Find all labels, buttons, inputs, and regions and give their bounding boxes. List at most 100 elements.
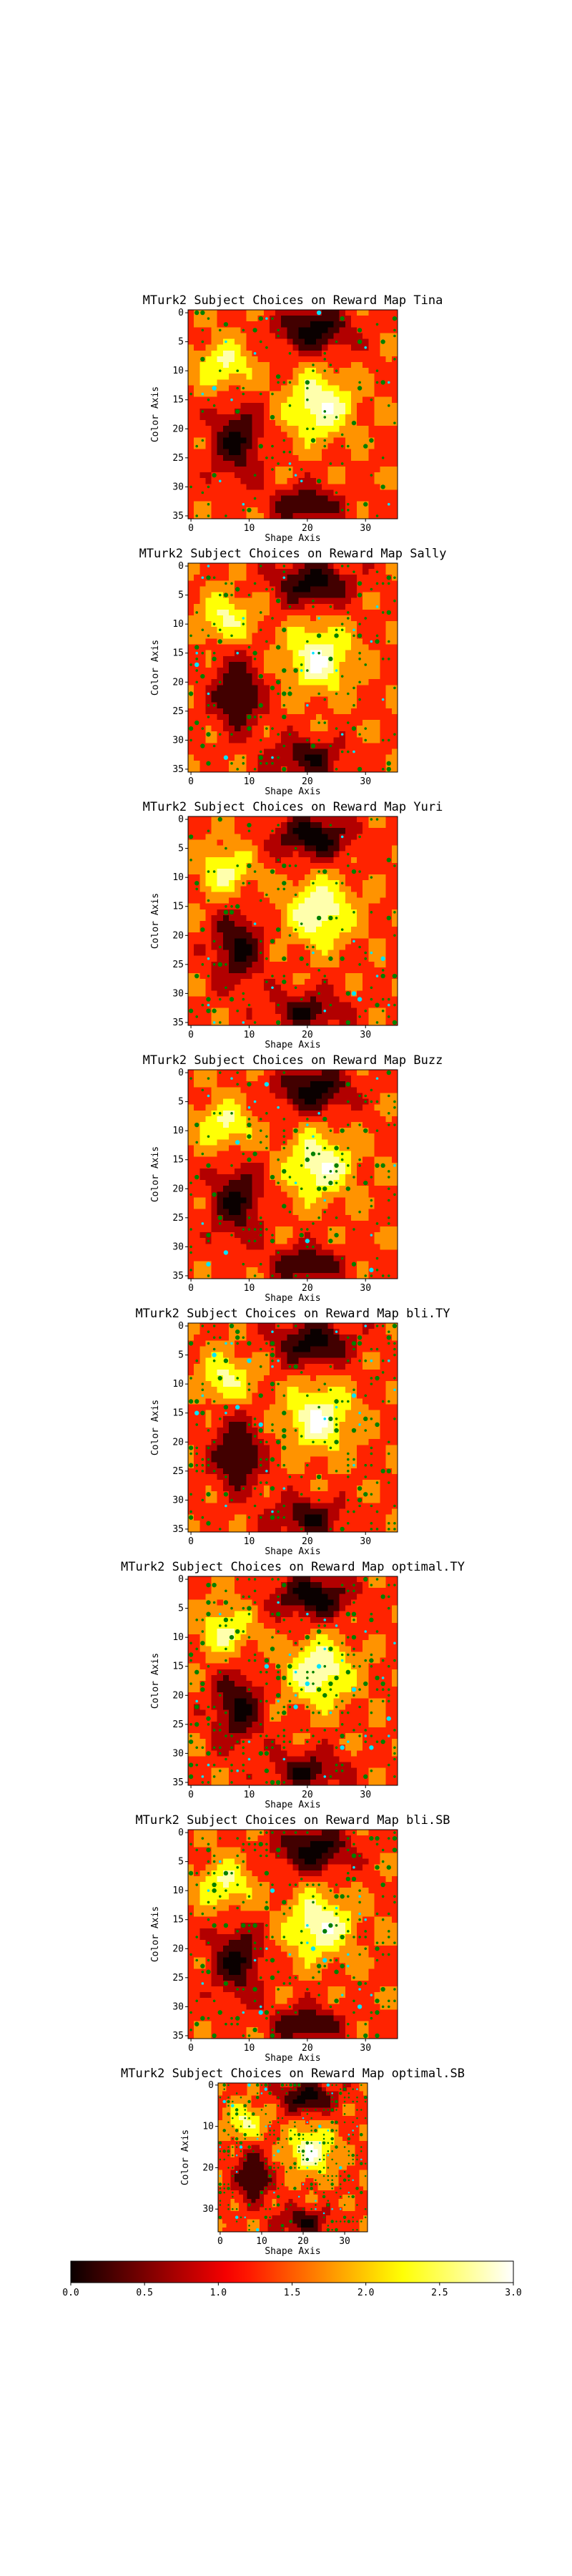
heatmap-cell <box>235 691 241 697</box>
heatmap-cell <box>374 851 380 858</box>
heatmap-cell <box>199 321 206 328</box>
heatmap-cell <box>385 1133 393 1140</box>
heatmap-cell <box>327 1087 334 1093</box>
choice-marker <box>300 479 303 483</box>
heatmap-cell <box>275 512 282 519</box>
heatmap-cell <box>316 621 322 628</box>
heatmap-cell <box>199 563 206 570</box>
choice-marker <box>294 893 297 897</box>
heatmap-cell <box>339 454 346 462</box>
heatmap-cell <box>194 869 200 875</box>
heatmap-cell <box>316 828 322 834</box>
heatmap-cell <box>391 344 398 351</box>
heatmap-cell <box>310 1104 317 1111</box>
heatmap-cell <box>194 1098 200 1105</box>
heatmap-cell <box>357 713 363 721</box>
heatmap-cell <box>316 903 322 910</box>
heatmap-cell <box>385 472 393 479</box>
heatmap-cell <box>287 708 293 715</box>
heatmap-cell <box>374 586 380 592</box>
heatmap-cell <box>333 938 340 945</box>
heatmap-cell <box>269 420 276 426</box>
heatmap-cell <box>357 1116 363 1123</box>
heatmap-cell <box>211 1013 217 1020</box>
heatmap-cell <box>298 892 305 898</box>
heatmap-cell <box>368 338 375 345</box>
heatmap-cell <box>385 932 393 939</box>
heatmap-cell <box>339 661 346 668</box>
heatmap-cell <box>380 362 387 369</box>
heatmap-cell <box>194 857 200 864</box>
heatmap-cell <box>287 661 293 668</box>
heatmap-cell <box>257 1145 265 1151</box>
heatmap-cell <box>298 563 305 570</box>
heatmap-cell <box>368 460 375 467</box>
heatmap-cell <box>252 569 258 575</box>
heatmap-cell <box>211 1116 217 1123</box>
heatmap-cell <box>228 338 235 345</box>
heatmap-cell <box>205 495 212 502</box>
heatmap-cell <box>357 816 363 823</box>
heatmap-cell <box>298 592 305 598</box>
heatmap-cell <box>257 857 265 864</box>
heatmap-cell <box>292 385 299 391</box>
choice-marker <box>282 766 287 772</box>
heatmap-cell <box>228 1081 235 1088</box>
heatmap-cell <box>211 886 217 892</box>
heatmap-cell <box>327 609 334 616</box>
heatmap-cell <box>345 1002 352 1008</box>
heatmap-cell <box>263 914 270 922</box>
heatmap-cell <box>310 708 317 715</box>
heatmap-cell <box>292 996 299 1002</box>
heatmap-cell <box>269 507 276 514</box>
heatmap-cell <box>188 512 194 519</box>
heatmap-cell <box>350 1008 358 1015</box>
heatmap-cell <box>252 484 258 490</box>
heatmap-cell <box>287 726 293 732</box>
choice-marker <box>253 922 257 925</box>
heatmap-cell <box>322 638 328 645</box>
heatmap-cell <box>345 903 352 910</box>
choice-marker <box>364 617 368 620</box>
heatmap-cell <box>298 679 305 686</box>
choice-marker <box>351 420 357 426</box>
heatmap-cell <box>385 1075 393 1082</box>
choice-marker <box>351 869 357 874</box>
heatmap-cell <box>252 501 258 508</box>
heatmap-cell <box>275 467 282 473</box>
heatmap-cell <box>240 955 247 962</box>
heatmap-cell <box>345 696 352 703</box>
heatmap-cell <box>310 909 317 916</box>
heatmap-cell <box>281 874 287 881</box>
heatmap-cell <box>228 1133 235 1140</box>
heatmap-cell <box>188 310 194 316</box>
heatmap-cell <box>235 961 241 968</box>
heatmap-cell <box>287 443 293 449</box>
choice-marker <box>340 882 344 885</box>
heatmap-cell <box>327 478 334 484</box>
heatmap-cell <box>292 321 299 328</box>
choice-marker <box>312 882 315 885</box>
heatmap-cell <box>263 621 270 628</box>
heatmap-cell <box>199 621 206 628</box>
heatmap-cell <box>292 720 299 726</box>
heatmap-cell <box>374 766 380 773</box>
choice-marker <box>277 859 280 862</box>
heatmap-cell <box>322 391 328 397</box>
heatmap-cell <box>357 356 363 363</box>
heatmap-cell <box>269 990 276 997</box>
heatmap-cell <box>217 696 224 703</box>
heatmap-cell <box>235 886 241 892</box>
heatmap-cell <box>357 501 363 508</box>
heatmap-cell <box>194 839 200 846</box>
heatmap-cell <box>298 489 305 496</box>
heatmap-cell <box>240 396 247 404</box>
heatmap-cell <box>333 478 340 484</box>
heatmap-cell <box>322 1093 328 1099</box>
heatmap-cell <box>339 760 346 767</box>
heatmap-cell <box>252 845 258 852</box>
heatmap-cell <box>217 495 224 502</box>
heatmap-cell <box>322 845 328 852</box>
heatmap-cell <box>228 467 235 473</box>
heatmap-cell <box>228 379 235 386</box>
